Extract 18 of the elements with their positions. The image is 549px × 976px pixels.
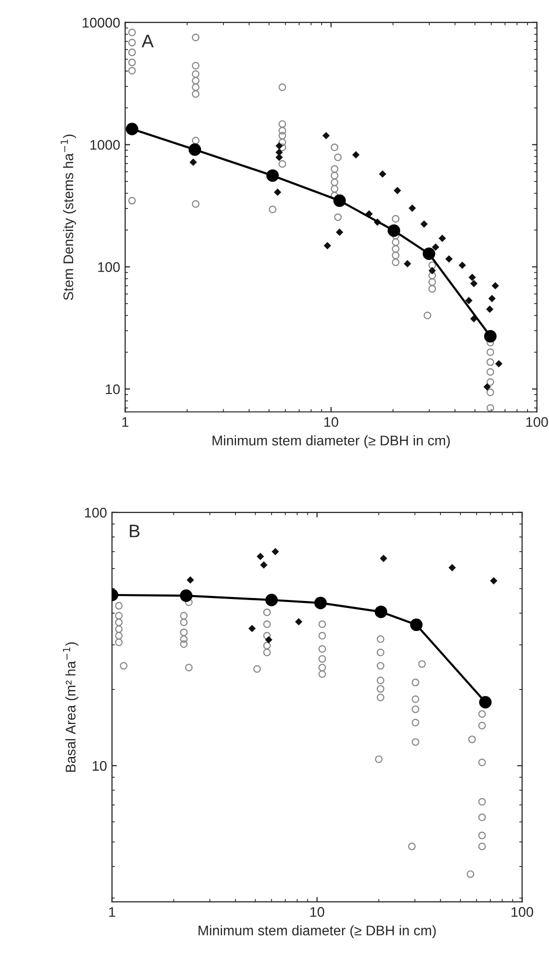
x-tick-label: 1 bbox=[109, 907, 116, 917]
annotation: A bbox=[142, 34, 154, 48]
x-axis-title: Minimum stem diameter (≥ DBH in cm) bbox=[198, 925, 436, 938]
y-tick-label: 100 bbox=[85, 508, 107, 518]
y-axis-title: Stem Density (stems ha$^{−1}$) bbox=[60, 134, 76, 300]
x-tick-label: 100 bbox=[526, 417, 548, 427]
x-tick-label: 1 bbox=[122, 417, 128, 427]
y-tick-label: 10 bbox=[106, 384, 120, 394]
y-axis-title: Basal Area (m² ha$^{−1}$) bbox=[62, 642, 78, 772]
annotation: B bbox=[130, 524, 140, 538]
x-tick-label: 10 bbox=[310, 907, 324, 917]
x-tick-label: 10 bbox=[324, 417, 338, 427]
x-axis-title: Minimum stem diameter (≥ DBH in cm) bbox=[212, 435, 450, 448]
y-tick-label: 10 bbox=[92, 761, 107, 771]
y-tick-label: 1000 bbox=[90, 140, 120, 150]
y-tick-label: 100 bbox=[98, 262, 120, 272]
x-tick-label: 100 bbox=[512, 907, 534, 917]
y-tick-label: 10000 bbox=[82, 18, 120, 28]
